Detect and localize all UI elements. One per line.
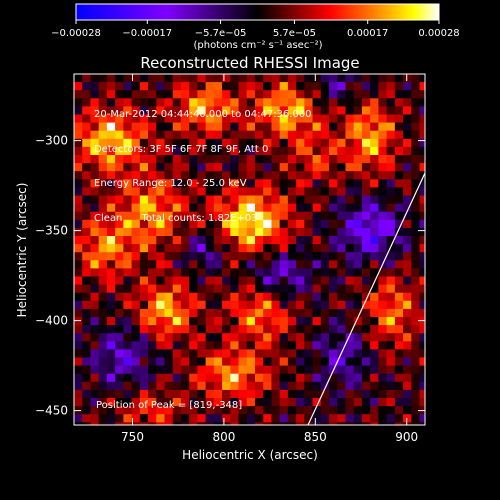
colorbar-tick-label: −0.00028 <box>51 28 101 39</box>
plot-frame <box>73 73 426 426</box>
colorbar-tick-label: 5.7e−05 <box>273 28 316 39</box>
colorbar-tick-label: −5.7e−05 <box>195 28 247 39</box>
x-tick-label: 900 <box>395 430 418 444</box>
info-line-detectors: Detectors: 3F 5F 6F 7F 8F 9F, Att 0 <box>94 143 269 155</box>
colorbar-tick-label: 0.00017 <box>347 28 388 39</box>
x-tick-label: 750 <box>121 430 144 444</box>
info-line-time: 20-Mar-2012 04:44:40.000 to 04:47:36.000 <box>94 109 312 120</box>
y-tick-label: −450 <box>35 404 68 418</box>
colorbar-unit-label: (photons cm⁻² s⁻¹ asec⁻²) <box>193 40 322 51</box>
y-tick-label: −350 <box>35 224 68 238</box>
peak-position-label: Position of Peak = [819,-348] <box>96 400 242 411</box>
heatmap-cells <box>74 74 425 425</box>
info-line-clean: Clean Total counts: 1.82E+03 <box>94 212 258 224</box>
y-tick-label: −300 <box>35 134 68 148</box>
y-axis-label: Heliocentric Y (arcsec) <box>15 183 29 318</box>
info-line-energy: Energy Range: 12.0 - 25.0 keV <box>94 178 247 189</box>
solar-limb-line <box>307 172 426 426</box>
colorbar-ticks: −0.00028 −0.00017 −5.7e−05 5.7e−05 0.00017 0.… <box>51 20 460 39</box>
y-axis-ticks: −300 −350 −400 −450 <box>35 134 425 418</box>
x-axis-label: Heliocentric X (arcsec) <box>182 448 318 462</box>
x-tick-label: 850 <box>304 430 327 444</box>
y-tick-label: −400 <box>35 314 68 328</box>
observation-info: 20-Mar-2012 04:44:40.000 to 04:47:36.000… <box>94 86 312 236</box>
chart-title: Reconstructed RHESSI Image <box>140 54 359 72</box>
x-axis-ticks: 750 800 850 900 <box>121 74 418 444</box>
x-tick-label: 800 <box>212 430 235 444</box>
colorbar-tick-label: −0.00017 <box>122 28 172 39</box>
colorbar-tick-label: 0.00028 <box>418 28 459 39</box>
colorbar <box>75 3 440 21</box>
